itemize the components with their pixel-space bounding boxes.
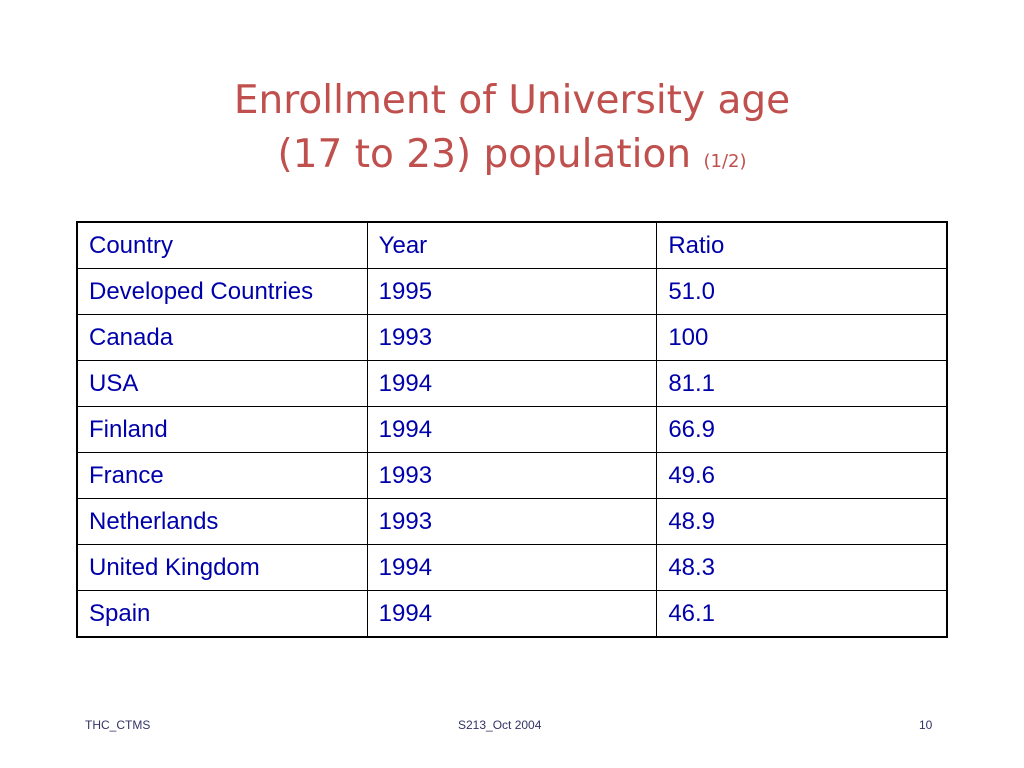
title-page-note: (1/2) [703,151,747,172]
cell-country: USA [76,360,368,407]
slide-number: 10 [919,718,933,732]
cell-ratio: 49.6 [656,452,948,499]
cell-country: United Kingdom [76,544,368,591]
cell-ratio: 100 [656,314,948,361]
cell-ratio: 46.1 [656,590,948,638]
cell-ratio: 48.3 [656,544,948,591]
table-header-row: Country Year Ratio [76,221,948,269]
title-line-2: (17 to 23) population (1/2) [0,128,1024,189]
cell-ratio: 81.1 [656,360,948,407]
cell-ratio: 51.0 [656,268,948,315]
cell-year: 1994 [366,360,658,407]
cell-country: Finland [76,406,368,453]
header-ratio: Ratio [656,221,948,269]
table-row: USA 1994 81.1 [76,360,948,407]
cell-year: 1993 [366,452,658,499]
table-row: Finland 1994 66.9 [76,406,948,453]
cell-country: France [76,452,368,499]
header-year: Year [366,221,658,269]
cell-year: 1994 [366,590,658,638]
table-row: Developed Countries 1995 51.0 [76,268,948,315]
cell-ratio: 48.9 [656,498,948,545]
cell-ratio: 66.9 [656,406,948,453]
slide-title: Enrollment of University age (17 to 23) … [0,74,1024,189]
table-row: United Kingdom 1994 48.3 [76,544,948,591]
header-country: Country [76,221,368,269]
table-row: Canada 1993 100 [76,314,948,361]
cell-country: Developed Countries [76,268,368,315]
cell-country: Spain [76,590,368,638]
cell-year: 1993 [366,314,658,361]
table-row: France 1993 49.6 [76,452,948,499]
cell-country: Netherlands [76,498,368,545]
table-row: Netherlands 1993 48.9 [76,498,948,545]
cell-year: 1993 [366,498,658,545]
footer-left-text: THC_CTMS [85,718,151,732]
title-line-1: Enrollment of University age [233,78,791,123]
footer-center-text: S213_Oct 2004 [458,718,542,732]
enrollment-table: Country Year Ratio Developed Countries 1… [76,221,948,638]
title-line-2-text: (17 to 23) population [277,132,704,177]
cell-year: 1995 [366,268,658,315]
cell-year: 1994 [366,406,658,453]
cell-year: 1994 [366,544,658,591]
cell-country: Canada [76,314,368,361]
table-row: Spain 1994 46.1 [76,590,948,638]
